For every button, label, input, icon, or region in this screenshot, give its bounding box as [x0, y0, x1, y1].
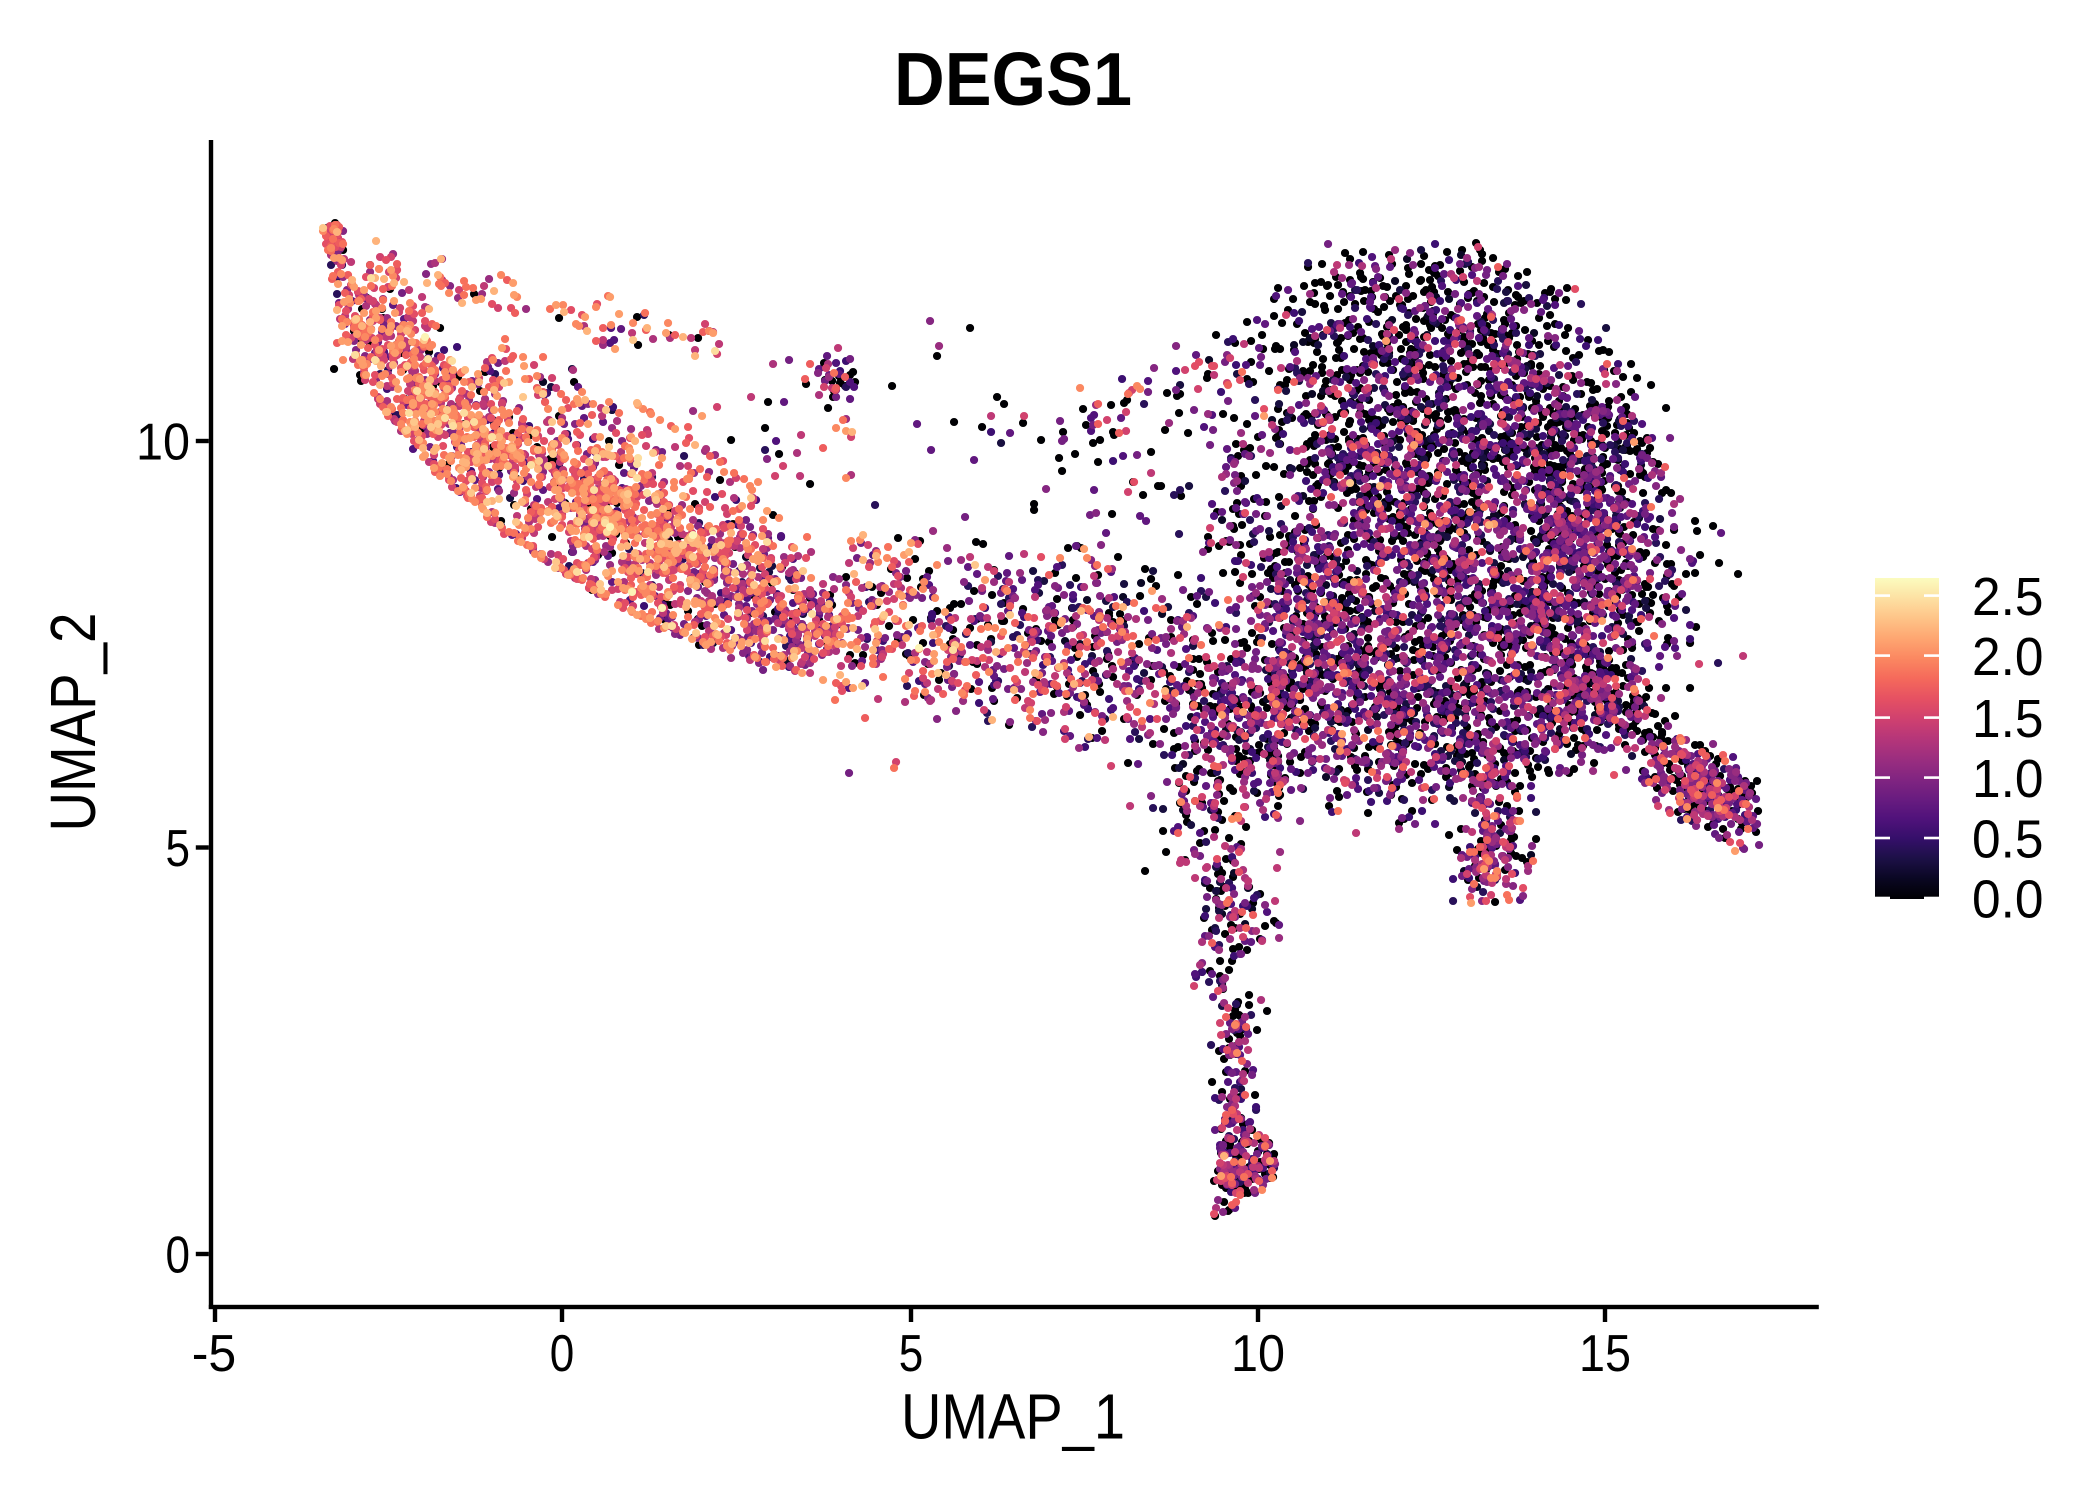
svg-text:UMAP_1: UMAP_1: [901, 1381, 1125, 1453]
svg-text:0.5: 0.5: [1972, 810, 2044, 870]
svg-text:0.0: 0.0: [1972, 870, 2044, 930]
svg-text:10: 10: [1231, 1325, 1285, 1383]
svg-text:0: 0: [166, 1227, 191, 1285]
svg-text:UMAP_2: UMAP_2: [37, 613, 109, 832]
svg-text:1.5: 1.5: [1972, 689, 2044, 749]
svg-text:1.0: 1.0: [1972, 749, 2044, 809]
svg-text:0: 0: [550, 1325, 575, 1383]
svg-text:5: 5: [166, 820, 191, 878]
svg-text:5: 5: [899, 1325, 924, 1383]
svg-text:15: 15: [1579, 1325, 1631, 1383]
svg-text:2.0: 2.0: [1972, 627, 2044, 687]
svg-text:10: 10: [136, 414, 190, 472]
svg-text:2.5: 2.5: [1972, 567, 2044, 627]
svg-text:DEGS1: DEGS1: [894, 37, 1132, 121]
svg-text:-5: -5: [192, 1325, 237, 1383]
